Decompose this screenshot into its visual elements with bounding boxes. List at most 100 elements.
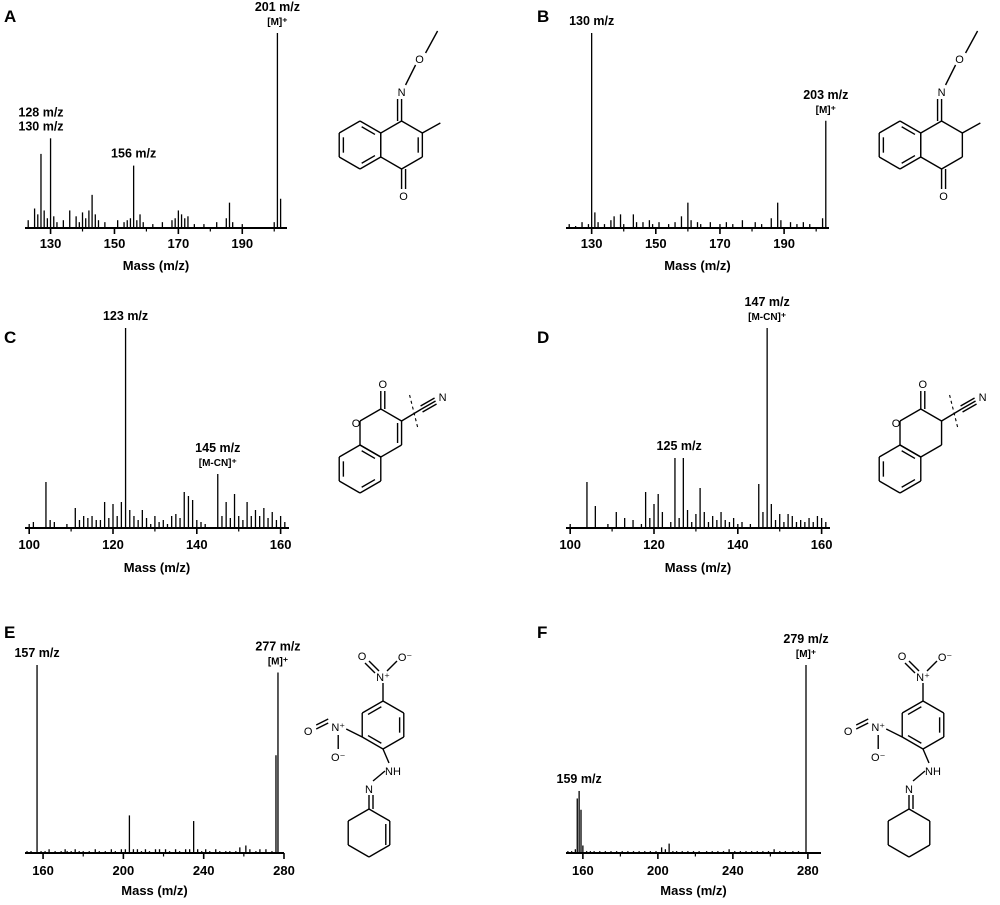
bond [338, 156, 361, 170]
atom-label: O⁻ [938, 652, 953, 664]
atom-label: O [892, 418, 901, 430]
chemical-structure: O O N [878, 379, 987, 494]
atom-label: O [898, 651, 907, 663]
peak-annotation: 157 m/z [14, 646, 59, 660]
bond [920, 408, 942, 422]
bond [899, 156, 922, 170]
atom-label: N [938, 87, 946, 99]
bond [382, 748, 390, 764]
bond [899, 444, 922, 458]
bond [386, 660, 398, 672]
double-bond [901, 154, 916, 164]
bond [368, 808, 391, 822]
triple-bond [960, 397, 975, 407]
atom-label: O [844, 726, 853, 738]
bond [404, 64, 417, 86]
x-axis-label: Mass (m/z) [123, 258, 189, 273]
triple-bond [422, 403, 437, 413]
peak-annotation: 130 m/z [18, 119, 63, 133]
panel-b: B 130 150 170 190 Mass (m/z) 130 m/z 203 m/z [M]… [537, 7, 848, 273]
peak-annotation: 147 m/z [745, 295, 790, 309]
bond [878, 156, 901, 170]
x-axis-label: Mass (m/z) [664, 258, 730, 273]
bond [878, 120, 901, 134]
x-tick-label: 280 [797, 863, 819, 878]
peak-annotation: [M-CN]⁺ [748, 312, 786, 323]
atom-label: O [358, 651, 367, 663]
bond [964, 30, 979, 54]
double-bond [904, 662, 916, 674]
peak-annotation: 156 m/z [111, 147, 156, 161]
bond [401, 120, 423, 134]
bond [961, 400, 976, 410]
atom-label: N⁺ [331, 722, 345, 734]
x-axis-label: Mass (m/z) [124, 560, 190, 575]
peak-annotation: 128 m/z [18, 105, 63, 119]
bond [359, 408, 382, 422]
x-axis-label: Mass (m/z) [121, 883, 187, 898]
atom-label: O [399, 191, 408, 203]
bond [372, 770, 386, 782]
atom-label: NH [385, 766, 401, 778]
cleavage-mark [949, 394, 959, 428]
bond [920, 156, 942, 170]
bond [382, 736, 405, 750]
bond [878, 444, 901, 458]
bond [941, 156, 963, 170]
panel-label: D [537, 328, 549, 347]
bond [347, 808, 370, 822]
bond [855, 722, 869, 730]
x-tick-label: 120 [643, 537, 665, 552]
peak-annotation: [M-CN]⁺ [199, 458, 237, 469]
peak-annotation: [M]⁺ [796, 649, 816, 660]
bond [380, 408, 402, 422]
bond [908, 808, 931, 822]
x-tick-label: 120 [102, 537, 124, 552]
x-tick-label: 200 [113, 863, 135, 878]
atom-label: O [304, 726, 313, 738]
bond [878, 480, 901, 494]
peak-annotation: 145 m/z [195, 441, 240, 455]
peak-annotation: 279 m/z [783, 632, 828, 646]
x-tick-label: 280 [273, 863, 295, 878]
double-bond [361, 126, 376, 136]
x-tick-label: 100 [559, 537, 581, 552]
bond [380, 156, 402, 170]
bond [901, 736, 924, 750]
bond [922, 736, 945, 750]
peak-annotation: 203 m/z [803, 88, 848, 102]
bond [338, 480, 361, 494]
bond [941, 408, 962, 422]
triple-bond [962, 403, 977, 413]
bond [899, 480, 922, 494]
peak-annotation: 125 m/z [657, 439, 702, 453]
bond [380, 120, 402, 134]
x-tick-label: 140 [727, 537, 749, 552]
bond [926, 660, 938, 672]
bond [887, 808, 910, 822]
atom-label: N [905, 784, 913, 796]
double-bond [361, 478, 376, 488]
atom-label: O [919, 379, 928, 391]
bond [922, 700, 945, 714]
peak-annotation: 201 m/z [255, 0, 300, 14]
bond [920, 444, 942, 458]
bond [359, 480, 382, 494]
atom-label: O [955, 54, 964, 66]
x-tick-label: 130 [581, 236, 603, 251]
panel-label: B [537, 7, 549, 26]
bond [422, 122, 441, 134]
atom-label: N [365, 784, 373, 796]
x-tick-label: 170 [168, 236, 190, 251]
double-bond [901, 478, 916, 488]
atom-label: O [352, 418, 361, 430]
panel-label: F [537, 623, 547, 642]
atom-label: O [939, 191, 948, 203]
double-bond [855, 718, 869, 726]
bond [908, 660, 920, 672]
atom-label: N [398, 87, 406, 99]
x-axis-label: Mass (m/z) [660, 883, 726, 898]
x-tick-label: 190 [231, 236, 253, 251]
double-bond [364, 662, 376, 674]
atom-label: O⁻ [398, 652, 413, 664]
